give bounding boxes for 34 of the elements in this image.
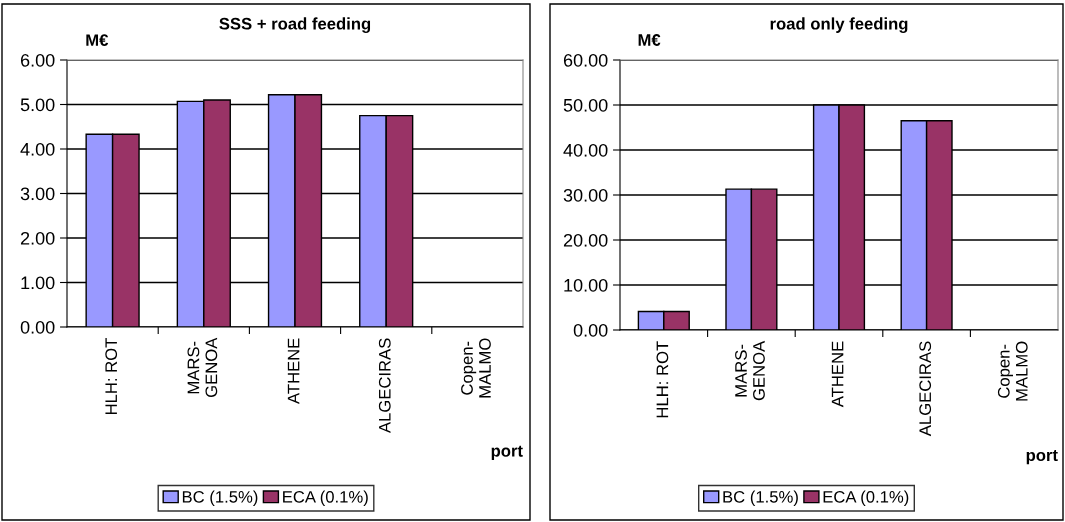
legend-label: BC (1.5%) [723, 490, 798, 507]
chart-title: SSS + road feeding [219, 17, 371, 33]
x-axis-title: port [491, 445, 523, 461]
y-tick-label: 40.00 [563, 143, 608, 157]
y-axis-title: M€ [86, 34, 109, 47]
y-tick-label: 4.00 [20, 142, 55, 156]
y-tick-label: 5.00 [20, 98, 55, 112]
y-tick-label: 10.00 [564, 278, 608, 292]
legend-label: ECA (0.1%) [823, 490, 909, 507]
x-tick-label: MARS- GENOA [735, 340, 765, 401]
y-tick-label: 2.00 [20, 231, 55, 245]
y-tick-label: 0.00 [20, 320, 55, 334]
legend-label: ECA (0.1%) [283, 490, 368, 507]
chart-title: road only feeding [770, 17, 908, 33]
x-tick-label: ATHENE [831, 341, 844, 408]
x-tick-label: Copen- MALMO [461, 338, 491, 398]
legend-label: BC (1.5%) [182, 490, 258, 507]
y-tick-label: 3.00 [20, 187, 55, 201]
x-tick-label: MARS- GENOA [187, 337, 218, 398]
y-tick-label: 50.00 [563, 98, 608, 112]
y-tick-label: 60.00 [563, 53, 608, 67]
y-tick-label: 6.00 [20, 53, 55, 67]
x-axis-title: port [1026, 450, 1058, 465]
y-tick-label: 30.00 [563, 188, 608, 202]
x-tick-label: Copen- MALMO [997, 341, 1028, 401]
x-tick-label: HLH: ROT [105, 338, 118, 415]
x-tick-label: ALGECIRAS [919, 341, 932, 437]
y-tick-label: 0.00 [573, 323, 608, 337]
y-axis-title: M€ [638, 34, 661, 46]
x-tick-label: ATHENE [287, 338, 300, 405]
x-tick-label: ALGECIRAS [378, 338, 391, 434]
y-tick-label: 20.00 [563, 233, 608, 247]
y-tick-label: 1.00 [21, 276, 55, 290]
x-tick-label: HLH: ROT [656, 341, 669, 418]
